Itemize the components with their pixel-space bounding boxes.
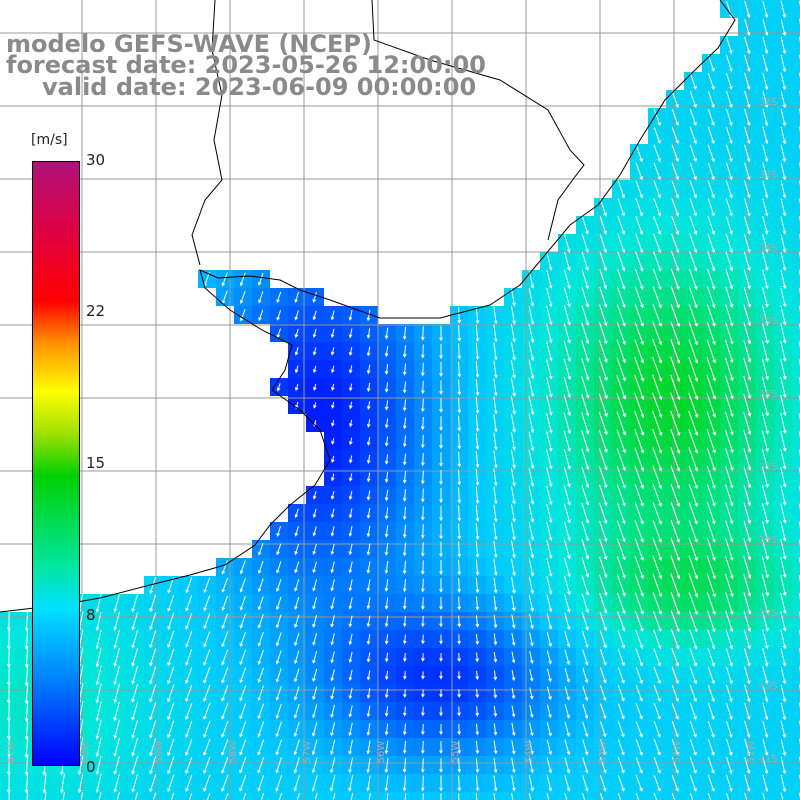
- wind-arrows: [6, 0, 800, 800]
- lat-label: 37S: [758, 462, 777, 473]
- colorbar: [32, 161, 80, 766]
- colorbar-tick-0: 0: [86, 758, 96, 776]
- lon-label: 60W: [80, 741, 91, 764]
- lat-label: 32S: [758, 97, 777, 108]
- lon-label: 58W: [228, 741, 239, 764]
- lat-label: 33S: [758, 170, 777, 181]
- lat-label: 35S: [758, 316, 777, 327]
- lon-label: 61W: [6, 741, 17, 764]
- lat-label: 38S: [758, 535, 777, 546]
- coastline: [0, 0, 736, 613]
- lon-label: 56W: [376, 741, 387, 764]
- lon-label: 53W: [598, 741, 609, 764]
- lat-label: 39S: [758, 608, 777, 619]
- colorbar-tick-8: 8: [86, 606, 96, 624]
- lat-label: 41S: [758, 754, 777, 765]
- axis-labels: 32S 33S 34S 35S 36S 37S 38S 39S 40S 41S 61W 60W 59W 5…: [6, 97, 778, 765]
- lon-label: 57W: [302, 741, 313, 764]
- lat-label: 36S: [758, 389, 777, 400]
- lon-label: 52W: [672, 741, 683, 764]
- valid-date: valid date: 2023-06-09 00:00:00: [42, 73, 477, 101]
- country-borders: [191, 0, 585, 266]
- lon-label: 54W: [524, 741, 535, 764]
- colorbar-unit: [m/s]: [31, 132, 68, 148]
- colorbar-tick-15: 15: [86, 454, 106, 472]
- forecast-date: forecast date: 2023-05-26 12:00:00: [6, 51, 486, 79]
- lon-label: 55W: [450, 741, 461, 764]
- colorbar-tick-22: 22: [86, 302, 106, 320]
- lat-label: 40S: [758, 681, 777, 692]
- lat-label: 34S: [758, 243, 777, 254]
- lon-label: 59W: [154, 741, 165, 764]
- model-title: modelo GEFS-WAVE (NCEP): [6, 30, 372, 58]
- colorbar-tick-30: 30: [86, 151, 106, 169]
- lon-label: 51W: [746, 741, 757, 764]
